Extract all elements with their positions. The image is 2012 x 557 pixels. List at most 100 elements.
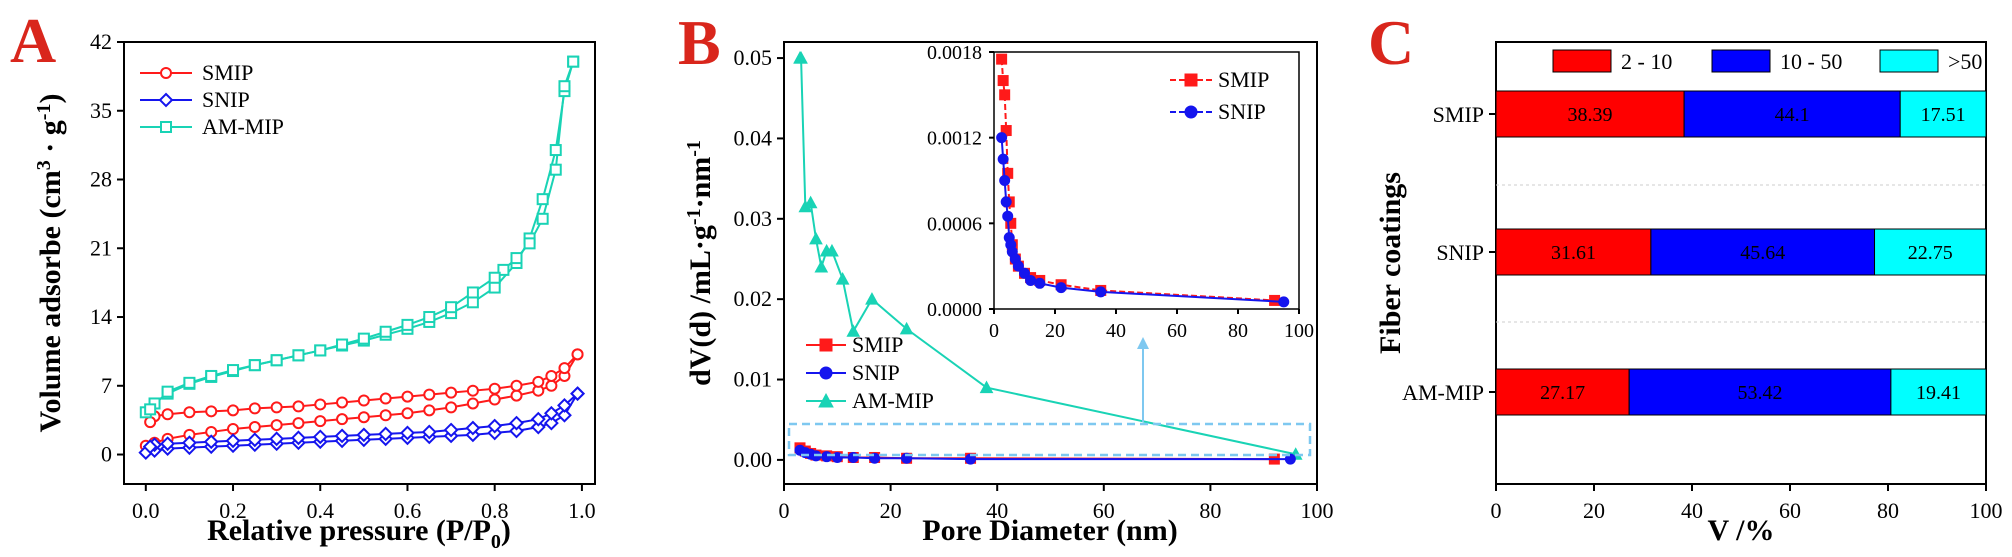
data-point-smip: [357, 394, 370, 407]
data-point-smip: [248, 421, 261, 434]
panel-b-frame: [783, 41, 1318, 485]
data-point-smip: [336, 396, 349, 409]
data-point-smip: [161, 408, 174, 421]
data-point-smip: [227, 404, 240, 417]
panel-c-x-tick-label: 20: [1583, 498, 1605, 523]
data-point-ammip: [292, 349, 305, 362]
data-point-smip: [466, 384, 479, 397]
legend-marker: [819, 338, 833, 352]
data-point-ammip: [144, 403, 157, 416]
data-point-smip: [466, 397, 479, 410]
data-point-ammip: [401, 318, 414, 331]
inset-data-point-snip: [1012, 260, 1024, 272]
data-point-smip: [379, 392, 392, 405]
data-point-smip: [488, 393, 501, 406]
legend-label: SNIP: [202, 87, 250, 112]
panel-a-y-tick-label: 0: [101, 442, 112, 467]
inset-data-point-snip: [1278, 296, 1290, 308]
data-point-smip: [545, 379, 558, 392]
panel-b-x-tick-label: 20: [880, 498, 902, 523]
category-label: SMIP: [1433, 102, 1484, 127]
bar-value-label: 38.39: [1568, 104, 1613, 126]
panel-a-y-tick-label: 42: [90, 29, 112, 54]
inset-legend-marker: [1184, 73, 1198, 87]
category-label: SNIP: [1436, 240, 1484, 265]
panel-a-xlabel: Relative pressure (P/P0): [207, 514, 511, 553]
category-label: AM-MIP: [1402, 380, 1484, 405]
data-point-smip: [183, 406, 196, 419]
data-point-snip: [530, 411, 546, 427]
panel-b-y-tick-label: 0.03: [734, 206, 773, 231]
legend-label: SMIP: [202, 60, 253, 85]
panel-b-inset: 0 20 40 60 80 100 0.0000 0.0006 0.0012 0.0018 SMI…: [927, 42, 1314, 342]
panel-a-ylabel: Volume adsorbe (cm3 · g-1): [33, 94, 67, 433]
data-point-ammip: [423, 311, 436, 324]
data-point-ammip: [248, 359, 261, 372]
bar-segment: [1495, 228, 1652, 276]
data-point-snip: [312, 429, 328, 445]
panel-b-x-tick-label: 0: [779, 498, 790, 523]
inset-data-point-smip: [999, 89, 1011, 101]
data-point-ammip: [979, 380, 994, 394]
bar-segment: [1874, 228, 1987, 276]
panel-b-y-tick-label: 0.05: [734, 45, 773, 70]
data-point-snip: [334, 428, 350, 444]
panel-c: C 0 20 40 60 80 100 SMIP 38.39 44.1 17.51 SNIP 31.…: [1368, 7, 2003, 547]
inset-y-tick-label: 0.0018: [927, 42, 982, 64]
panel-b-y-tick-label: 0.02: [734, 286, 773, 311]
legend-marker: [158, 92, 174, 108]
data-point-ammip: [536, 212, 549, 225]
bar-value-label: 19.41: [1916, 382, 1961, 404]
panel-b-ylabel: dV(d) /mL·g-1·nm-1: [683, 140, 717, 386]
data-point-ammip: [899, 321, 914, 335]
data-point-ammip: [227, 364, 240, 377]
data-point-snip: [160, 436, 176, 452]
data-point-ammip: [336, 338, 349, 351]
data-point-smip: [545, 369, 558, 382]
inset-x-tick-label: 40: [1106, 320, 1126, 342]
data-point-snip: [557, 407, 572, 423]
data-point-snip: [570, 386, 585, 402]
inset-data-point-snip: [1025, 274, 1037, 286]
panel-a-x-tick-label: 0.4: [307, 498, 335, 523]
data-point-snip: [465, 420, 481, 436]
inset-y-tick-label: 0.0006: [927, 213, 982, 235]
panel-a-y-tick-label: 28: [90, 167, 112, 192]
bar-value-label: 44.1: [1775, 104, 1810, 126]
data-point-snip: [443, 422, 459, 438]
panel-b-x-tick-label: 80: [1199, 498, 1221, 523]
data-point-smip: [571, 348, 584, 361]
data-point-smip: [445, 401, 458, 414]
inset-y-tick-label: 0.0012: [927, 128, 982, 150]
panel-a-letter: A: [10, 5, 56, 76]
data-point-ammip: [488, 281, 501, 294]
data-point-ammip: [357, 332, 370, 345]
inset-x-tick-label: 20: [1045, 320, 1065, 342]
data-point-snip: [247, 432, 263, 448]
panel-a: A 0.0 0.2 0.4 0.6 0.8 1.0 0 7 14 21 28 35 42 Relativ…: [10, 5, 596, 553]
bar-segment: [1495, 368, 1630, 416]
data-point-smip: [423, 388, 436, 401]
data-point-snip: [421, 424, 437, 440]
bar-value-label: 45.64: [1740, 242, 1785, 264]
data-point-smip: [270, 401, 283, 414]
inset-x-tick-label: 100: [1284, 320, 1314, 342]
data-point-ammip: [466, 286, 479, 299]
data-point-snip: [356, 427, 372, 443]
data-point-snip: [557, 398, 572, 413]
data-point-ammip: [161, 385, 174, 398]
panel-c-x-tick-label: 0: [1491, 498, 1502, 523]
zoom-region-box: [787, 422, 1312, 457]
data-point-snip: [1284, 453, 1296, 465]
data-point-smip: [488, 382, 501, 395]
data-point-ammip: [803, 195, 818, 209]
panel-a-frame: [123, 41, 596, 485]
data-point-ammip: [270, 354, 283, 367]
data-point-ammip: [567, 55, 580, 68]
panel-b-legend: SMIP SNIP AM-MIP: [806, 332, 934, 413]
data-point-smip: [357, 411, 370, 424]
legend-swatch: [1552, 49, 1612, 73]
data-point-ammip: [536, 193, 549, 206]
